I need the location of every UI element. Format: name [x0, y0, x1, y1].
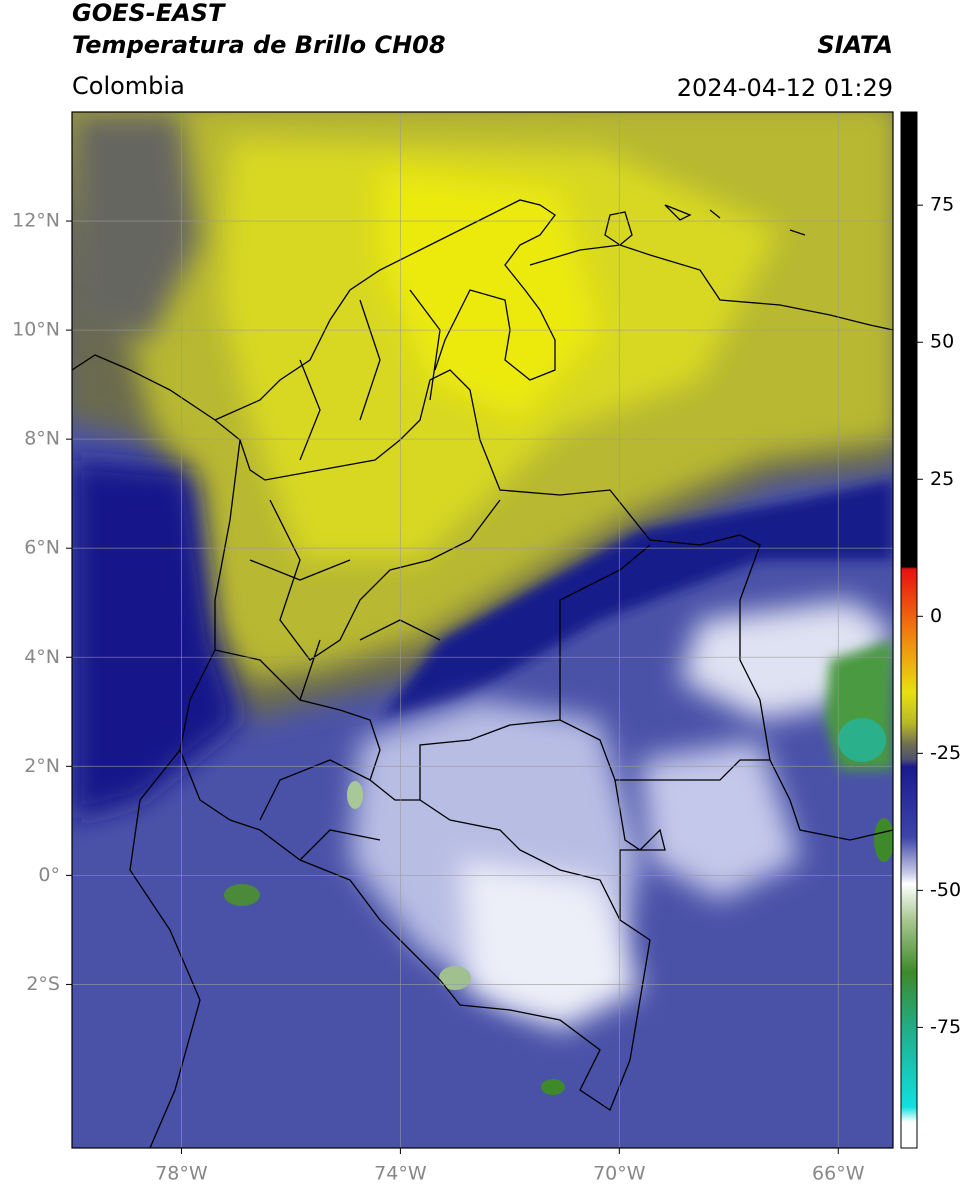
title: GOES-EAST — [72, 0, 226, 27]
x-tick-label: 74°W — [374, 1163, 427, 1185]
region: Colombia — [72, 72, 185, 100]
y-tick-label: 2°S — [26, 973, 60, 995]
map-frame — [71, 111, 894, 1149]
colorbar — [900, 111, 918, 1149]
x-tick-label: 70°W — [593, 1163, 646, 1185]
colorbar-tick-label: -75 — [930, 1016, 961, 1038]
map-imagery — [72, 112, 893, 1148]
teal-core — [838, 718, 886, 762]
subtitle: Temperatura de Brillo CH08 — [72, 31, 446, 59]
x-tick-label: 66°W — [812, 1163, 865, 1185]
colorbar-tick-label: 25 — [930, 468, 954, 490]
green-spot — [541, 1079, 565, 1095]
y-tick-label: 10°N — [12, 319, 60, 341]
cloud-south — [460, 860, 640, 1030]
green-spot — [347, 781, 363, 809]
y-tick-label: 6°N — [24, 537, 60, 559]
navy-front — [380, 480, 893, 720]
colorbar-tick-label: -50 — [930, 879, 961, 901]
green-spot — [874, 818, 893, 862]
green-spot — [224, 884, 260, 906]
y-tick-label: 2°N — [24, 755, 60, 777]
y-tick-label: 12°N — [12, 210, 60, 232]
colorbar-tick-label: 50 — [930, 331, 954, 353]
y-tick-label: 8°N — [24, 428, 60, 450]
x-tick-label: 78°W — [155, 1163, 208, 1185]
y-tick-label: 4°N — [24, 646, 60, 668]
grid — [72, 112, 893, 1148]
datetime: 2024-04-12 01:29 — [677, 74, 893, 102]
colorbar-tick-label: 0 — [930, 605, 942, 627]
colorbar-tick-label: 75 — [930, 194, 954, 216]
dry-max — [380, 170, 600, 420]
coastlines-borders — [72, 199, 893, 1148]
green-spot — [439, 966, 471, 990]
source: SIATA — [817, 31, 893, 59]
y-tick-label: 0° — [38, 864, 60, 886]
colorbar-tick-label: -25 — [930, 742, 961, 764]
upper-left-gray — [72, 112, 200, 340]
navy-west — [72, 460, 240, 820]
